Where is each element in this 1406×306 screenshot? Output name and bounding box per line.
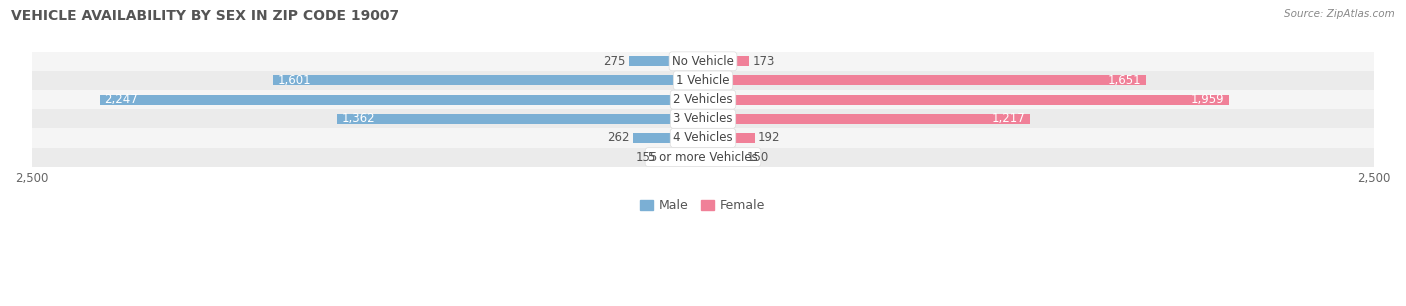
- Text: 4 Vehicles: 4 Vehicles: [673, 132, 733, 144]
- Bar: [337, 114, 703, 124]
- Bar: [32, 109, 1374, 129]
- Bar: [32, 90, 1374, 109]
- Bar: [703, 95, 1229, 105]
- Bar: [703, 114, 1029, 124]
- Text: 155: 155: [636, 151, 658, 164]
- Bar: [32, 147, 1374, 167]
- Text: 262: 262: [607, 132, 630, 144]
- Bar: [32, 52, 1374, 71]
- Text: 173: 173: [752, 55, 775, 68]
- Bar: [32, 71, 1374, 90]
- Text: 2 Vehicles: 2 Vehicles: [673, 93, 733, 106]
- Bar: [628, 56, 703, 66]
- Text: 1,217: 1,217: [991, 112, 1025, 125]
- Text: 5 or more Vehicles: 5 or more Vehicles: [648, 151, 758, 164]
- Text: 2,247: 2,247: [104, 93, 138, 106]
- Bar: [661, 152, 703, 162]
- Bar: [703, 133, 755, 143]
- Bar: [100, 95, 703, 105]
- Legend: Male, Female: Male, Female: [641, 199, 765, 212]
- Text: 1,959: 1,959: [1191, 93, 1225, 106]
- Text: 275: 275: [603, 55, 626, 68]
- Text: 1 Vehicle: 1 Vehicle: [676, 74, 730, 87]
- Text: 150: 150: [747, 151, 769, 164]
- Text: Source: ZipAtlas.com: Source: ZipAtlas.com: [1284, 9, 1395, 19]
- Bar: [273, 76, 703, 85]
- Bar: [703, 56, 749, 66]
- Bar: [703, 152, 744, 162]
- Text: 1,601: 1,601: [278, 74, 312, 87]
- Text: 1,651: 1,651: [1108, 74, 1142, 87]
- Text: VEHICLE AVAILABILITY BY SEX IN ZIP CODE 19007: VEHICLE AVAILABILITY BY SEX IN ZIP CODE …: [11, 9, 399, 23]
- Bar: [32, 129, 1374, 147]
- Text: No Vehicle: No Vehicle: [672, 55, 734, 68]
- Text: 1,362: 1,362: [342, 112, 375, 125]
- Text: 3 Vehicles: 3 Vehicles: [673, 112, 733, 125]
- Text: 192: 192: [758, 132, 780, 144]
- Bar: [703, 76, 1146, 85]
- Bar: [633, 133, 703, 143]
